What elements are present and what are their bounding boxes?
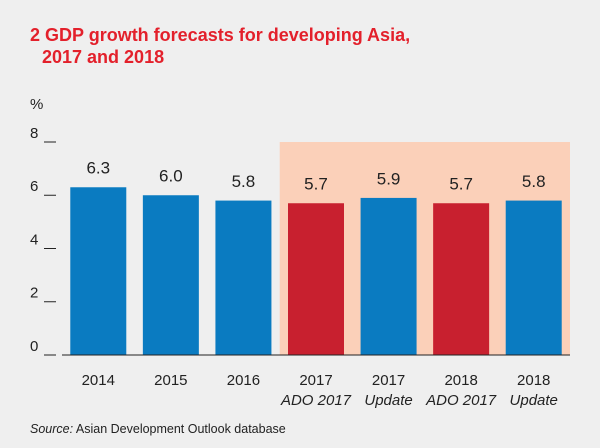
source: Source: Asian Development Outlook databa… (30, 422, 286, 436)
x-tick-label: 2018 (444, 372, 477, 389)
x-tick-label: 2017 (372, 372, 405, 389)
x-tick-sublabel: Update (364, 392, 412, 409)
bar (215, 200, 272, 355)
value-label: 5.9 (377, 169, 401, 188)
bar (142, 195, 199, 355)
x-tick-sublabel: Update (510, 392, 558, 409)
x-tick-sublabel: ADO 2017 (280, 392, 352, 409)
value-label: 5.8 (232, 172, 256, 191)
y-tick-label: 2 (30, 285, 38, 302)
bar (360, 197, 417, 355)
value-label: 5.7 (304, 175, 328, 194)
x-tick-label: 2017 (299, 372, 332, 389)
y-axis-label: % (30, 96, 43, 113)
value-label: 6.3 (86, 159, 110, 178)
bar (433, 203, 490, 355)
value-label: 6.0 (159, 167, 183, 186)
bar (70, 187, 127, 355)
source-label: Source: (30, 422, 74, 436)
x-tick-label: 2016 (227, 372, 260, 389)
y-tick-label: 8 (30, 125, 38, 142)
bar (288, 203, 344, 355)
y-tick-label: 6 (30, 178, 38, 195)
source-text: Asian Development Outlook database (75, 422, 286, 436)
y-tick-label: 4 (30, 231, 38, 248)
value-label: 5.7 (449, 175, 473, 194)
value-label: 5.8 (522, 172, 546, 191)
bar (505, 200, 562, 355)
chart-title: 2 GDP growth forecasts for developing As… (30, 25, 411, 67)
x-tick-label: 2018 (517, 372, 550, 389)
x-tick-label: 2015 (154, 372, 187, 389)
x-tick-sublabel: ADO 2017 (425, 392, 497, 409)
y-tick-label: 0 (30, 338, 38, 355)
x-tick-label: 2014 (82, 372, 115, 389)
